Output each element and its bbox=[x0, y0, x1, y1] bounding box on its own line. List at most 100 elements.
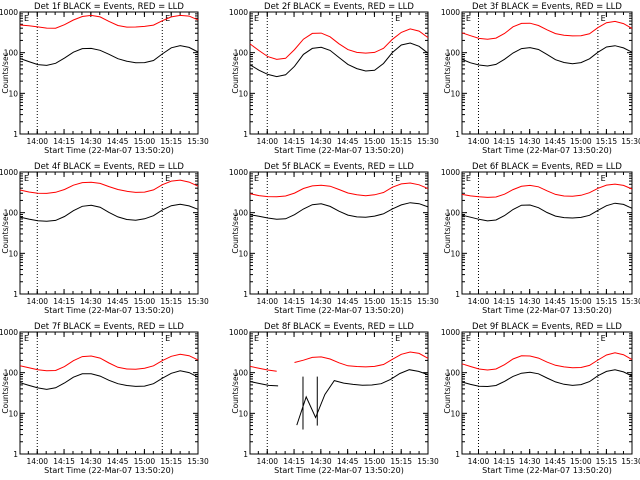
x-tick-label: 14:00 bbox=[256, 457, 278, 466]
x-tick-label: 15:15 bbox=[160, 457, 182, 466]
y-tick-label: 1000 bbox=[441, 168, 460, 177]
y-axis-label: Counts/sec bbox=[443, 52, 452, 93]
y-tick-label: 100 bbox=[234, 209, 249, 218]
x-tick-label: 15:00 bbox=[134, 457, 156, 466]
x-tick-label: 14:45 bbox=[337, 137, 359, 146]
panel-title: Det 6f BLACK = Events, RED = LLD bbox=[472, 162, 622, 172]
series-line bbox=[249, 182, 429, 198]
event-marker-label: E bbox=[395, 334, 400, 343]
x-axis-label: Start Time (22-Mar-07 13:50:20) bbox=[274, 146, 404, 155]
x-tick-label: 15:15 bbox=[596, 457, 618, 466]
x-tick-label: 14:30 bbox=[310, 457, 332, 466]
y-tick-label: 1000 bbox=[229, 168, 248, 177]
y-tick-label: 100 bbox=[446, 369, 461, 378]
panel-title: Det 1f BLACK = Events, RED = LLD bbox=[34, 2, 184, 12]
x-tick-label: 14:00 bbox=[256, 137, 278, 146]
x-tick-label: 14:15 bbox=[283, 297, 305, 306]
event-marker-label: E bbox=[24, 14, 29, 23]
panel-4: Det 4f BLACK = Events, RED = LLD 1 10 100 10… bbox=[0, 162, 209, 315]
plot-frame bbox=[249, 331, 429, 455]
panel-2: Det 2f BLACK = Events, RED = LLD 1 10 100 10… bbox=[229, 2, 439, 155]
event-marker-label: E bbox=[601, 174, 606, 183]
event-marker-label: E bbox=[601, 14, 606, 23]
y-tick-label: 100 bbox=[4, 369, 19, 378]
y-tick-label: 1 bbox=[13, 130, 18, 139]
x-tick-label: 15:00 bbox=[570, 457, 592, 466]
panel-5: Det 5f BLACK = Events, RED = LLD 1 10 100 10… bbox=[229, 162, 439, 315]
x-tick-label: 14:00 bbox=[468, 137, 490, 146]
y-tick-label: 10 bbox=[450, 249, 460, 258]
x-tick-label: 14:45 bbox=[107, 457, 129, 466]
x-tick-label: 14:30 bbox=[519, 137, 541, 146]
x-tick-label: 15:00 bbox=[134, 297, 156, 306]
panel-title: Det 8f BLACK = Events, RED = LLD bbox=[264, 322, 414, 332]
y-axis-label: Counts/sec bbox=[1, 372, 10, 413]
y-tick-label: 1 bbox=[455, 130, 460, 139]
x-tick-label: 15:30 bbox=[621, 297, 640, 306]
y-axis-label: Counts/sec bbox=[443, 372, 452, 413]
x-tick-label: 15:30 bbox=[621, 137, 640, 146]
x-tick-label: 14:15 bbox=[493, 457, 515, 466]
series-line bbox=[249, 202, 429, 220]
series-line bbox=[19, 353, 199, 372]
y-tick-label: 1 bbox=[455, 450, 460, 459]
x-tick-label: 14:30 bbox=[310, 297, 332, 306]
x-tick-label: 15:15 bbox=[160, 137, 182, 146]
event-marker-label: E bbox=[165, 174, 170, 183]
series-line bbox=[461, 183, 633, 198]
y-tick-label: 10 bbox=[8, 409, 18, 418]
x-tick-label: 15:00 bbox=[364, 297, 386, 306]
x-tick-label: 14:45 bbox=[337, 297, 359, 306]
y-axis-label: Counts/sec bbox=[231, 372, 240, 413]
event-marker-label: E bbox=[466, 334, 471, 343]
x-tick-label: 14:15 bbox=[283, 457, 305, 466]
series-line bbox=[294, 351, 429, 368]
panel-title: Det 2f BLACK = Events, RED = LLD bbox=[264, 2, 414, 12]
x-tick-label: 15:00 bbox=[134, 137, 156, 146]
series-line bbox=[461, 352, 633, 371]
event-marker-label: E bbox=[254, 334, 259, 343]
y-tick-label: 10 bbox=[238, 249, 248, 258]
y-tick-label: 1 bbox=[243, 290, 248, 299]
x-axis-label: Start Time (22-Mar-07 13:50:20) bbox=[44, 466, 174, 475]
x-axis-label: Start Time (22-Mar-07 13:50:20) bbox=[482, 146, 612, 155]
event-marker-label: E bbox=[165, 334, 170, 343]
plot-frame bbox=[249, 11, 429, 135]
y-tick-label: 1 bbox=[455, 290, 460, 299]
series-line bbox=[461, 369, 633, 388]
y-tick-label: 1000 bbox=[0, 328, 18, 337]
y-tick-label: 100 bbox=[446, 209, 461, 218]
y-axis-label: Counts/sec bbox=[231, 212, 240, 253]
x-axis-label: Start Time (22-Mar-07 13:50:20) bbox=[44, 146, 174, 155]
y-tick-label: 1 bbox=[13, 450, 18, 459]
x-axis-label: Start Time (22-Mar-07 13:50:20) bbox=[44, 306, 174, 315]
series-line bbox=[19, 14, 199, 29]
x-tick-label: 15:15 bbox=[390, 457, 412, 466]
x-tick-label: 15:00 bbox=[364, 137, 386, 146]
x-tick-label: 15:30 bbox=[187, 137, 209, 146]
series-line bbox=[461, 20, 633, 40]
series-line bbox=[249, 381, 279, 387]
x-tick-label: 15:30 bbox=[417, 137, 439, 146]
x-tick-label: 14:15 bbox=[283, 137, 305, 146]
x-axis-label: Start Time (22-Mar-07 13:50:20) bbox=[482, 306, 612, 315]
y-tick-label: 10 bbox=[238, 89, 248, 98]
x-tick-label: 14:45 bbox=[544, 457, 566, 466]
x-tick-label: 15:00 bbox=[570, 297, 592, 306]
x-tick-label: 14:00 bbox=[26, 297, 48, 306]
x-tick-label: 15:30 bbox=[187, 457, 209, 466]
x-tick-label: 15:30 bbox=[417, 297, 439, 306]
y-tick-label: 1000 bbox=[0, 168, 18, 177]
y-tick-label: 1 bbox=[243, 450, 248, 459]
y-axis-label: Counts/sec bbox=[231, 52, 240, 93]
x-tick-label: 15:15 bbox=[596, 297, 618, 306]
series-line bbox=[249, 42, 429, 78]
plot-frame bbox=[461, 331, 633, 455]
x-tick-label: 15:30 bbox=[187, 297, 209, 306]
plot-frame bbox=[19, 331, 199, 455]
panel-8: Det 8f BLACK = Events, RED = LLD 1 10 100 10… bbox=[229, 322, 439, 475]
y-axis-label: Counts/sec bbox=[1, 52, 10, 93]
panel-title: Det 7f BLACK = Events, RED = LLD bbox=[34, 322, 184, 332]
y-tick-label: 10 bbox=[450, 89, 460, 98]
